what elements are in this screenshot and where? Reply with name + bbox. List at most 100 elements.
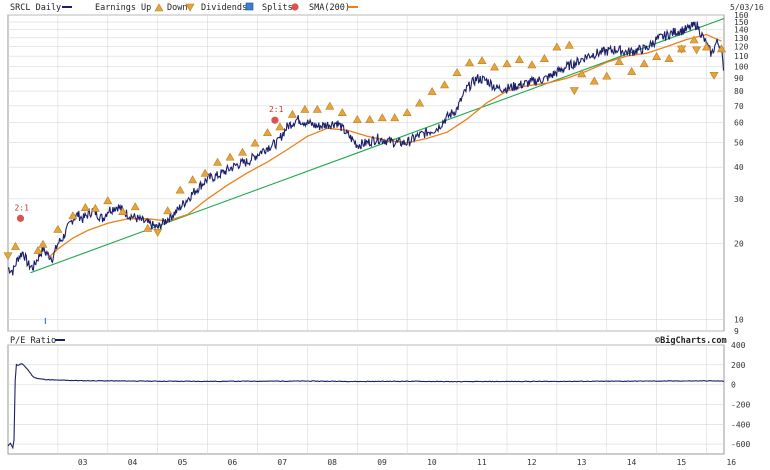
- price-tick-label-80: 80: [734, 87, 744, 96]
- earnings-up-marker: [275, 122, 285, 131]
- x-tick-label-16: 16: [726, 458, 736, 467]
- earnings-up-marker: [689, 35, 699, 44]
- pe-series-layer: [7, 363, 725, 450]
- x-tick-label-04: 04: [128, 458, 138, 467]
- legend: Earnings Up Down Dividends Splits SMA(20…: [95, 2, 358, 13]
- earnings-up-marker: [415, 98, 425, 107]
- earnings-up-marker: [90, 203, 100, 212]
- earnings-up-marker: [312, 104, 322, 113]
- earnings-up-marker: [514, 55, 524, 63]
- earnings-up-marker: [702, 42, 712, 51]
- earnings-down-marker: [692, 46, 702, 55]
- earnings-up-marker: [80, 203, 90, 211]
- legend-earnings-up-label: Earnings Up: [95, 3, 151, 13]
- legend-down-label: Down: [167, 3, 187, 13]
- price-line: [7, 21, 725, 276]
- earnings-up-marker: [465, 58, 475, 67]
- earnings-up-marker: [250, 138, 260, 147]
- price-tick-label-40: 40: [734, 163, 744, 172]
- earnings-up-marker: [564, 40, 574, 49]
- price-tick-label-100: 100: [734, 63, 749, 72]
- x-tick-label-08: 08: [327, 458, 337, 467]
- x-tick-label-12: 12: [527, 458, 537, 467]
- split-label: 2:1: [14, 203, 29, 212]
- earnings-up-marker: [325, 101, 335, 110]
- earnings-up-marker: [402, 108, 412, 117]
- x-axis: 03 04 05 06 07 08 09 10 11 12 13 14 15 16: [78, 458, 736, 467]
- earnings-up-marker: [527, 60, 537, 69]
- chart-date: 5/03/16: [730, 3, 764, 12]
- price-grid: [8, 14, 724, 332]
- earnings-up-marker: [589, 76, 599, 85]
- split-circle-icon: [291, 3, 299, 11]
- earnings-up-marker: [577, 69, 587, 78]
- earnings-up-marker: [10, 241, 21, 250]
- earnings-up-marker: [188, 175, 198, 184]
- split-label: 2:1: [269, 105, 284, 114]
- pe-tick-label-0: 0: [731, 381, 736, 390]
- x-tick-label-05: 05: [178, 458, 188, 467]
- chart-credit: ©BigCharts.com: [655, 335, 727, 346]
- earnings-up-marker: [200, 168, 210, 177]
- price-tick-label-110: 110: [734, 52, 749, 61]
- pe-tick-label-400: 400: [731, 341, 746, 350]
- earnings-up-marker: [652, 52, 662, 60]
- pe-tick-label--600: -600: [731, 440, 750, 449]
- earnings-down-marker: [3, 252, 13, 261]
- marker-layer: 2:1 2:1: [3, 35, 727, 324]
- earnings-up-marker: [118, 207, 128, 215]
- dividend-square-icon: [245, 2, 254, 11]
- x-tick-label-06: 06: [228, 458, 238, 467]
- earnings-up-marker: [627, 66, 637, 75]
- earnings-up-marker: [552, 42, 562, 51]
- pe-tick-label--400: -400: [731, 420, 750, 429]
- price-tick-label-9: 9: [734, 327, 739, 336]
- x-tick-label-09: 09: [377, 458, 387, 467]
- legend-sma-label: SMA(200): [309, 3, 350, 13]
- sma-line-icon: [348, 6, 358, 8]
- earnings-down-marker: [569, 87, 579, 96]
- earnings-up-marker: [614, 57, 624, 66]
- pe-legend-swatch: [55, 339, 65, 341]
- earnings-up-marker: [452, 68, 462, 77]
- earnings-up-marker: [33, 246, 43, 254]
- pe-panel-title: P/E Ratio: [10, 336, 56, 346]
- pe-ratio-line: [7, 363, 725, 450]
- price-tick-label-130: 130: [734, 34, 749, 43]
- earnings-up-marker: [377, 113, 387, 122]
- earnings-up-marker: [53, 224, 63, 233]
- earnings-down-marker: [677, 45, 687, 54]
- price-tick-label-30: 30: [734, 195, 744, 204]
- earnings-up-marker: [225, 152, 235, 161]
- earnings-up-marker: [664, 54, 674, 62]
- earnings-up-marker: [175, 185, 185, 194]
- earnings-up-marker: [602, 71, 612, 80]
- x-tick-label-07: 07: [277, 458, 287, 467]
- earnings-up-marker: [38, 239, 48, 248]
- split-marker: [271, 116, 279, 124]
- price-tick-label-120: 120: [734, 43, 749, 52]
- pe-y-axis: -600 -400 -200 0 200 400: [731, 341, 750, 449]
- price-tick-label-140: 140: [734, 26, 749, 35]
- price-tick-label-10: 10: [734, 315, 744, 324]
- price-panel-frame: [7, 14, 725, 332]
- earnings-up-marker: [337, 108, 347, 117]
- price-tick-label-50: 50: [734, 139, 744, 148]
- earnings-up-marker: [390, 113, 400, 122]
- x-tick-label-15: 15: [677, 458, 687, 467]
- earnings-up-marker: [300, 104, 310, 113]
- earnings-up-marker: [213, 157, 223, 166]
- symbol-label: SRCL Daily: [10, 3, 61, 13]
- earnings-up-marker: [365, 114, 375, 123]
- earnings-up-marker: [262, 128, 272, 137]
- earnings-up-marker: [716, 44, 727, 53]
- earnings-up-marker: [539, 54, 549, 62]
- legend-dividends-label: Dividends: [201, 3, 247, 13]
- pe-tick-label--200: -200: [731, 400, 750, 409]
- x-tick-label-13: 13: [577, 458, 587, 467]
- pe-tick-label-200: 200: [731, 361, 746, 370]
- earnings-up-marker: [639, 59, 649, 68]
- earnings-up-marker: [502, 59, 512, 68]
- price-tick-label-70: 70: [734, 102, 744, 111]
